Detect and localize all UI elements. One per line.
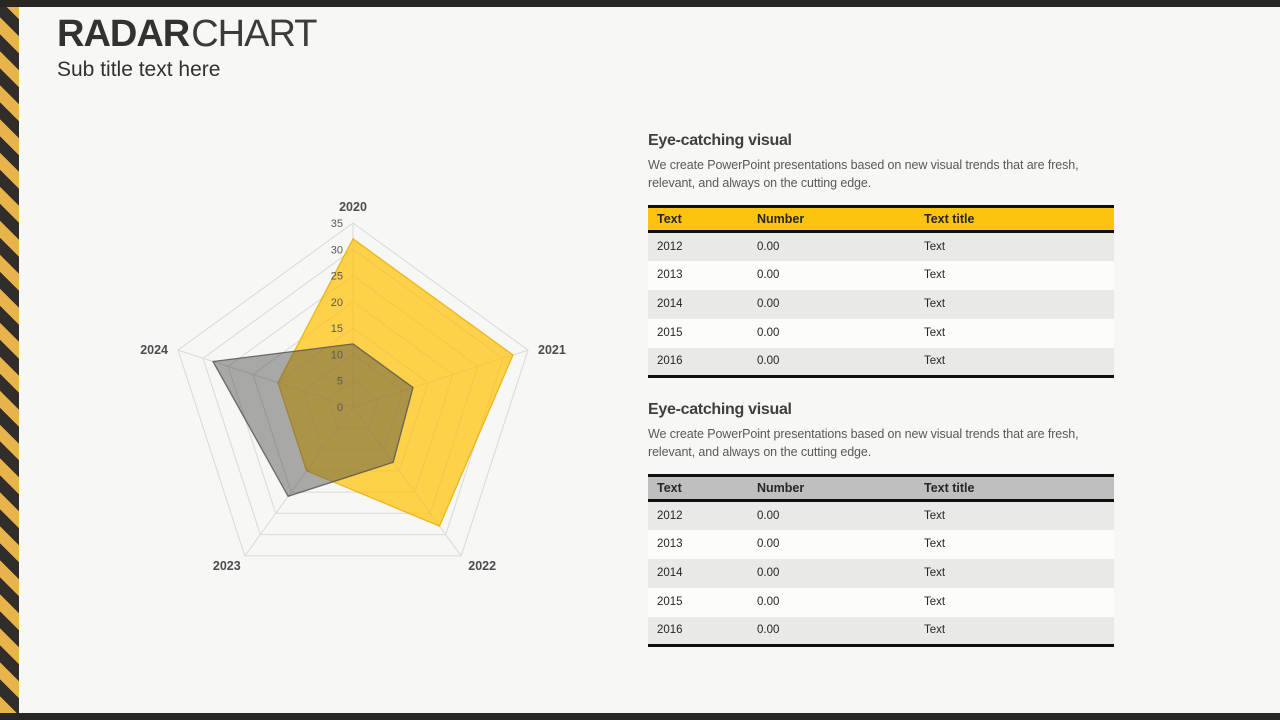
table-row: 2013 0.00 Text [648,529,1114,559]
table-row: 2013 0.00 Text [648,260,1114,290]
radial-tick-label: 0 [337,402,343,414]
category-label: 2021 [538,343,566,357]
page-title: RADARCHART [57,12,317,56]
info-section-bottom: Eye-catching visual We create PowerPoint… [648,400,1114,647]
data-table-yellow: Text Number Text title 2012 0.00 Text 2013 0… [648,205,1114,378]
column-header-text: Text [657,481,682,495]
category-label: 2024 [140,343,168,357]
title-bold-part: RADAR [57,13,190,55]
radial-tick-label: 5 [337,376,343,388]
cell-year: 2013 [657,538,683,550]
top-border-bar [0,0,1280,7]
cell-text: Text [924,509,946,522]
cell-year: 2014 [657,298,683,310]
cell-year: 2015 [657,327,683,339]
section-body: We create PowerPoint presentations based… [648,158,1079,190]
table-row: 2016 0.00 Text [648,347,1114,377]
cell-number: 0.00 [757,269,780,281]
info-section-top: Eye-catching visual We create PowerPoint… [648,131,1114,378]
title-light-part: CHART [191,13,317,55]
radial-tick-label: 30 [331,244,343,256]
slide-header: RADARCHART Sub title text here [57,12,317,82]
yellow-series-polygon [277,237,514,527]
bottom-border-bar [0,713,1280,720]
gray-series-polygon [211,343,414,498]
cell-number: 0.00 [757,567,780,579]
cell-number: 0.00 [757,240,780,253]
hazard-stripe-sidebar [0,7,19,713]
column-header-number: Number [757,481,805,495]
category-label: 2023 [213,559,241,573]
grid-ring [177,222,529,557]
cell-year: 2015 [657,596,683,608]
radial-tick-label: 15 [331,323,343,335]
table-row: 2014 0.00 Text [648,558,1114,588]
page-subtitle: Sub title text here [57,58,221,81]
cell-text: Text [924,269,946,281]
cell-text: Text [924,298,946,310]
table-header-row: Text Number Text title [648,475,1114,501]
column-header-text-title: Text title [924,212,975,226]
cell-year: 2016 [657,624,683,637]
cell-number: 0.00 [757,298,780,310]
cell-number: 0.00 [757,509,780,522]
table-row: 2012 0.00 Text [648,231,1114,261]
data-table-gray: Text Number Text title 2012 0.00 Text 2013 0… [648,474,1114,647]
table-row: 2015 0.00 Text [648,318,1114,348]
cell-year: 2013 [657,269,683,281]
cell-text: Text [924,355,946,368]
table-row: 2015 0.00 Text [648,587,1114,617]
cell-text: Text [924,327,946,339]
radial-tick-label: 20 [331,297,343,309]
cell-text: Text [924,240,946,253]
cell-number: 0.00 [757,624,780,637]
cell-year: 2012 [657,240,683,253]
cell-text: Text [924,567,946,579]
section-heading: Eye-catching visual [648,132,792,149]
category-label: 2020 [339,200,367,214]
column-header-text: Text [657,212,682,226]
column-header-number: Number [757,212,805,226]
section-body: We create PowerPoint presentations based… [648,427,1079,459]
cell-number: 0.00 [757,538,780,550]
cell-text: Text [924,596,946,608]
column-header-text-title: Text title [924,481,975,495]
section-heading: Eye-catching visual [648,401,792,418]
table-header-row: Text Number Text title [648,206,1114,232]
category-label: 2022 [468,559,496,573]
radial-tick-label: 10 [331,349,343,361]
radar-chart: 0 5 10 15 20 25 30 35 2020 2021 2022 2023 2024 [140,200,566,573]
cell-number: 0.00 [757,355,780,368]
table-row: 2014 0.00 Text [648,289,1114,319]
cell-number: 0.00 [757,327,780,339]
radial-tick-label: 25 [331,271,343,283]
cell-year: 2016 [657,355,683,368]
table-row: 2016 0.00 Text [648,616,1114,646]
cell-text: Text [924,538,946,550]
cell-text: Text [924,624,946,637]
radial-tick-label: 35 [331,218,343,230]
cell-year: 2014 [657,567,683,579]
right-panel: Eye-catching visual We create PowerPoint… [648,131,1114,647]
cell-year: 2012 [657,509,683,522]
cell-number: 0.00 [757,596,780,608]
table-row: 2012 0.00 Text [648,500,1114,530]
